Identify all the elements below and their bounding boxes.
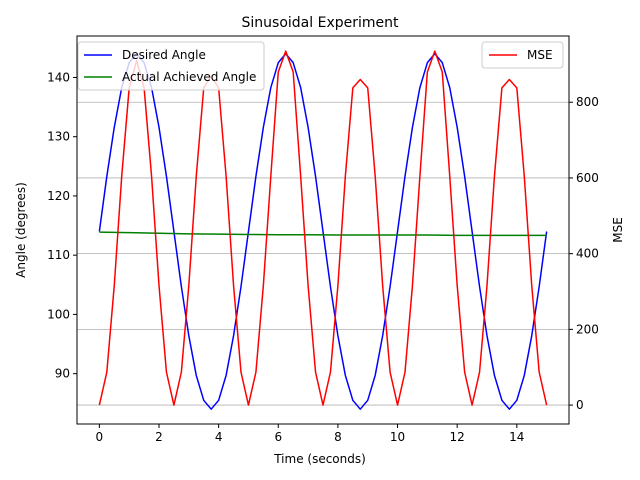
- x-tick-label: 6: [274, 430, 282, 444]
- y-axis-right-label: MSE: [611, 217, 625, 243]
- legend-actual-label: Actual Achieved Angle: [122, 70, 256, 84]
- y-axis-left: 90 100 110 120 130 140: [47, 70, 77, 381]
- x-tick-label: 8: [334, 430, 342, 444]
- y-right-tick-label: 0: [576, 398, 584, 412]
- grid: [77, 101, 569, 406]
- plot-frame: [76, 35, 570, 425]
- series-line-mse: [98, 50, 548, 406]
- series-line-actual-achieved-angle: [99, 231, 547, 237]
- legend-mse-label: MSE: [527, 48, 553, 62]
- legend-right-box: [481, 41, 564, 69]
- x-tick-label: 10: [390, 430, 405, 444]
- y-axis-left-label: Angle (degrees): [14, 182, 28, 278]
- y-right-tick-label: 600: [576, 171, 599, 185]
- y-left-tick-label: 130: [47, 130, 70, 144]
- legend-right: MSE: [481, 41, 564, 69]
- y-left-tick-label: 120: [47, 189, 70, 203]
- legend-left: Desired Angle Actual Achieved Angle: [77, 41, 265, 91]
- y-left-tick-label: 90: [55, 367, 70, 381]
- y-right-tick-label: 400: [576, 247, 599, 261]
- y-axis-right: 0 200 400 600 800: [569, 95, 599, 412]
- y-right-tick-label: 200: [576, 322, 599, 336]
- x-tick-label: 12: [450, 430, 465, 444]
- chart-title: Sinusoidal Experiment: [242, 15, 399, 31]
- x-axis: 0 2 4 6 8 10 12 14: [96, 424, 524, 444]
- series-line-desired-angle: [98, 53, 548, 410]
- x-axis-label: Time (seconds): [273, 452, 366, 466]
- x-tick-label: 4: [215, 430, 223, 444]
- x-tick-label: 2: [155, 430, 163, 444]
- y-left-tick-label: 100: [47, 307, 70, 321]
- x-tick-label: 0: [96, 430, 104, 444]
- legend-left-box: [77, 41, 265, 91]
- x-tick-label: 14: [509, 430, 524, 444]
- y-left-tick-label: 110: [47, 248, 70, 262]
- series-lines: [98, 50, 548, 410]
- y-left-tick-label: 140: [47, 70, 70, 84]
- legend-desired-label: Desired Angle: [122, 48, 206, 62]
- y-right-tick-label: 800: [576, 95, 599, 109]
